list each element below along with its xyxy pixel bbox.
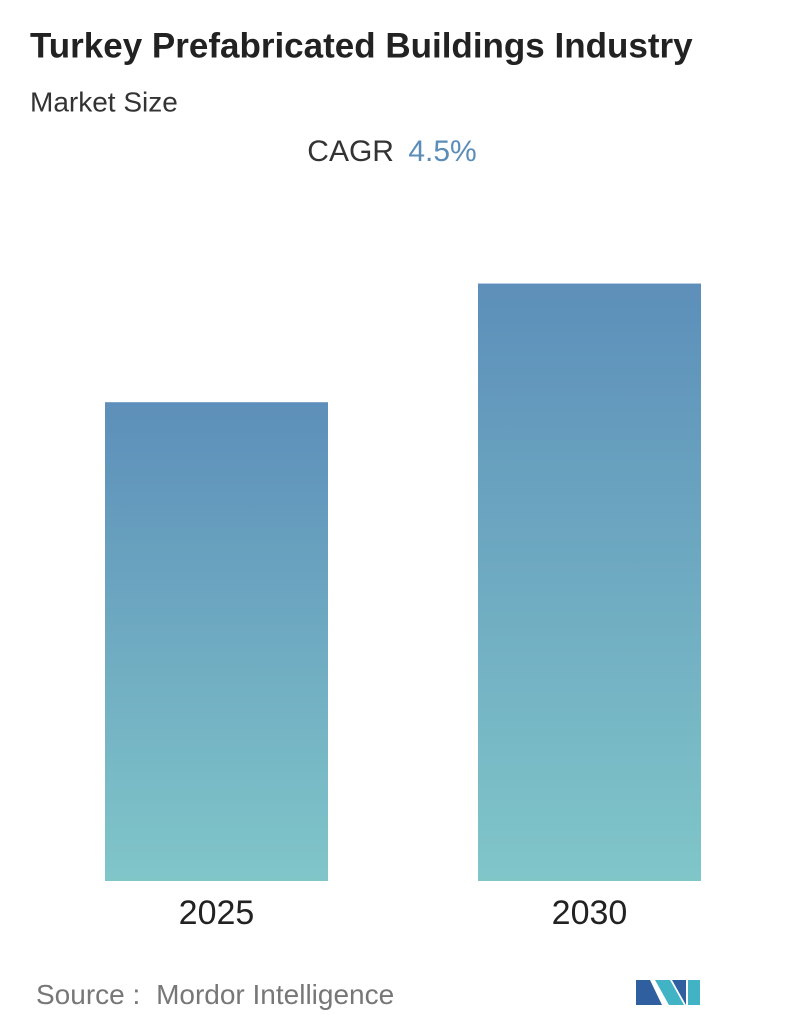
chart-title: Turkey Prefabricated Buildings Industry (30, 26, 693, 65)
cagr-value: 4.5% (408, 135, 476, 168)
bar (478, 283, 701, 881)
bar (105, 402, 328, 881)
logo (636, 980, 700, 1005)
chart-subtitle: Market Size (30, 86, 178, 117)
x-tick-label: 2025 (179, 894, 255, 932)
source-label: Source : (36, 979, 140, 1010)
x-tick-label: 2030 (552, 894, 628, 932)
source: Source : Mordor Intelligence (36, 979, 394, 1010)
source-name: Mordor Intelligence (156, 979, 394, 1010)
cagr: CAGR 4.5% (307, 135, 476, 168)
cagr-label: CAGR (307, 135, 394, 168)
